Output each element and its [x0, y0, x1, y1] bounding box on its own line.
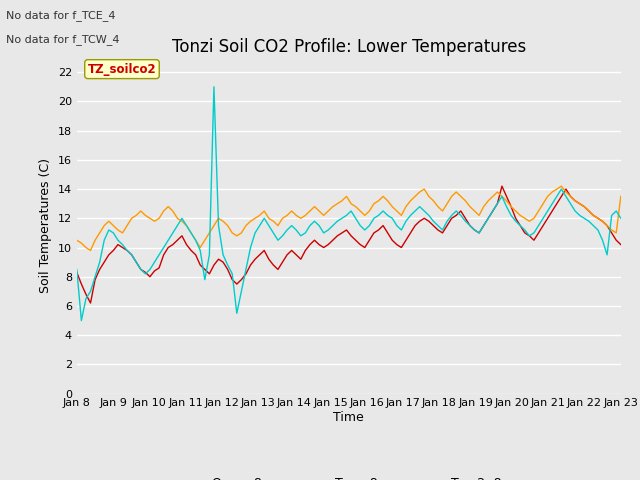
- Open -8cm: [617, 242, 625, 248]
- Tree -8cm: [192, 237, 200, 243]
- Line: Tree2 -8cm: Tree2 -8cm: [77, 87, 621, 321]
- Tree2 -8cm: [608, 213, 616, 218]
- Line: Tree -8cm: Tree -8cm: [77, 186, 621, 251]
- Tree2 -8cm: [384, 213, 392, 218]
- Tree -8cm: [86, 248, 94, 253]
- Y-axis label: Soil Temperatures (C): Soil Temperatures (C): [39, 158, 52, 293]
- Tree2 -8cm: [210, 84, 218, 90]
- Open -8cm: [380, 223, 387, 228]
- Tree2 -8cm: [457, 213, 465, 218]
- Open -8cm: [512, 216, 520, 221]
- Tree2 -8cm: [512, 218, 520, 224]
- Text: No data for f_TCE_4: No data for f_TCE_4: [6, 10, 116, 21]
- Text: No data for f_TCW_4: No data for f_TCW_4: [6, 34, 120, 45]
- Tree2 -8cm: [77, 318, 85, 324]
- Tree -8cm: [73, 237, 81, 243]
- Text: TZ_soilco2: TZ_soilco2: [88, 63, 156, 76]
- Open -8cm: [86, 300, 94, 306]
- Tree -8cm: [380, 193, 387, 199]
- Tree -8cm: [557, 183, 565, 189]
- Tree -8cm: [608, 227, 616, 233]
- Tree -8cm: [617, 193, 625, 199]
- Open -8cm: [608, 230, 616, 236]
- Tree2 -8cm: [617, 216, 625, 221]
- Tree2 -8cm: [228, 271, 236, 276]
- Legend: Open -8cm, Tree -8cm, Tree2 -8cm: Open -8cm, Tree -8cm, Tree2 -8cm: [172, 472, 525, 480]
- Open -8cm: [224, 266, 232, 272]
- Line: Open -8cm: Open -8cm: [77, 186, 621, 303]
- Tree -8cm: [224, 223, 232, 228]
- Open -8cm: [73, 269, 81, 275]
- Tree -8cm: [452, 189, 460, 195]
- Open -8cm: [498, 183, 506, 189]
- Open -8cm: [452, 213, 460, 218]
- Tree2 -8cm: [192, 237, 200, 243]
- Title: Tonzi Soil CO2 Profile: Lower Temperatures: Tonzi Soil CO2 Profile: Lower Temperatur…: [172, 38, 526, 56]
- X-axis label: Time: Time: [333, 411, 364, 424]
- Open -8cm: [192, 252, 200, 258]
- Tree2 -8cm: [73, 266, 81, 272]
- Tree -8cm: [508, 204, 515, 209]
